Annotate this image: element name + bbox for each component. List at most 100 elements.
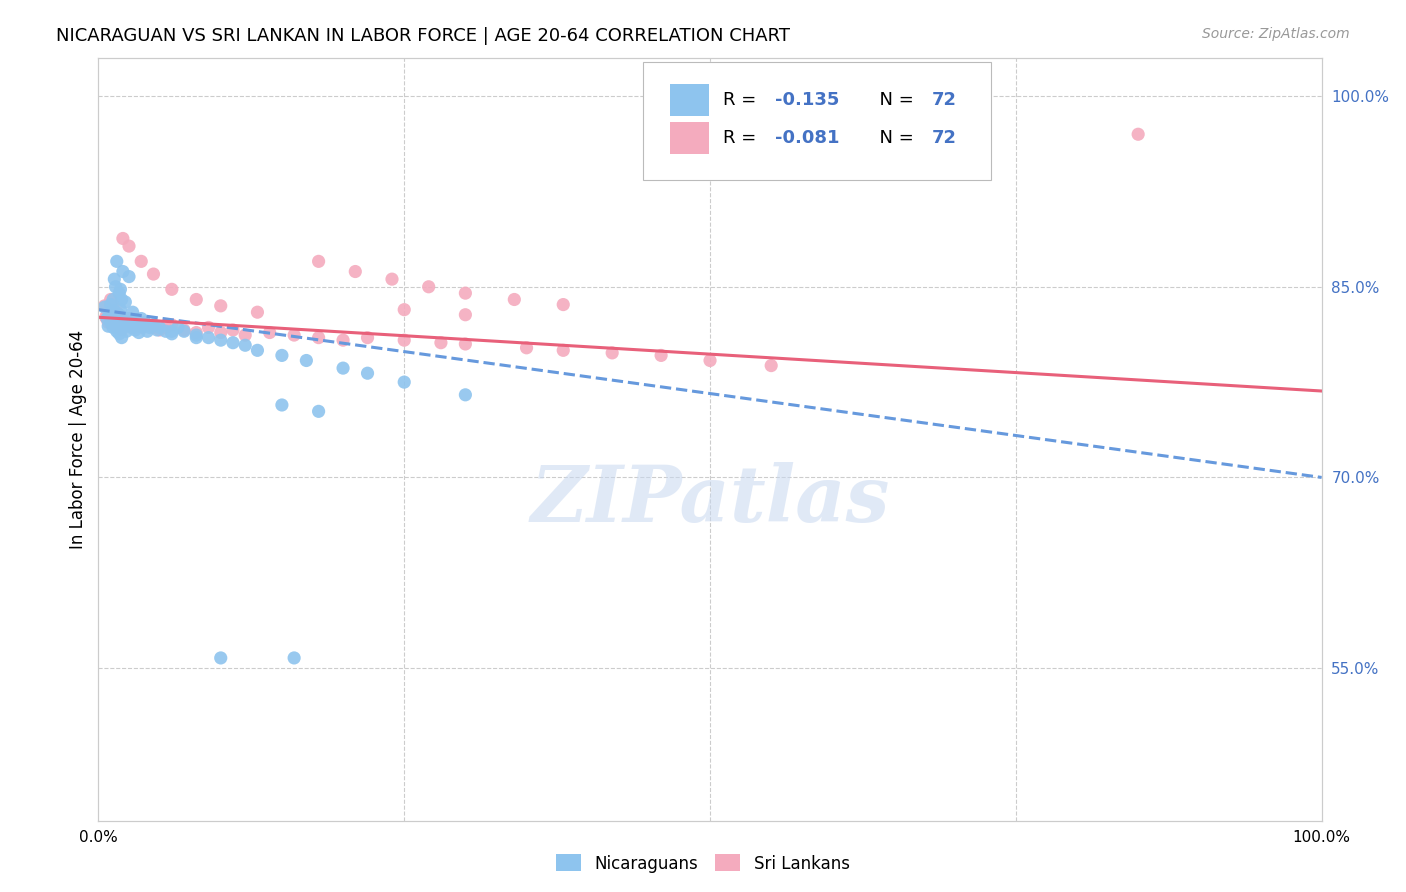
Point <box>186 328 208 343</box>
Point <box>553 343 575 358</box>
Point <box>454 337 477 351</box>
Point <box>100 297 122 311</box>
Point <box>112 314 135 328</box>
Point <box>270 398 294 412</box>
Point <box>111 330 134 344</box>
Point <box>101 293 124 307</box>
Point <box>356 330 378 344</box>
Point <box>103 311 125 326</box>
Point <box>283 651 305 665</box>
Text: ZIPatlas: ZIPatlas <box>530 462 890 539</box>
Point <box>129 319 152 334</box>
Point <box>120 318 142 332</box>
Point <box>503 293 526 307</box>
Point <box>118 315 141 329</box>
Point <box>93 300 115 314</box>
Point <box>246 343 269 358</box>
Point <box>650 348 672 362</box>
Point <box>430 335 453 350</box>
Point <box>127 318 149 332</box>
Bar <box>669 84 709 116</box>
Text: NICARAGUAN VS SRI LANKAN IN LABOR FORCE | AGE 20-64 CORRELATION CHART: NICARAGUAN VS SRI LANKAN IN LABOR FORCE … <box>56 27 790 45</box>
Point <box>136 318 159 332</box>
Point <box>142 267 165 281</box>
Point <box>136 324 159 338</box>
Point <box>110 319 132 334</box>
Point <box>114 318 136 332</box>
Point <box>100 293 122 307</box>
Point <box>118 311 141 326</box>
Point <box>209 333 232 347</box>
Point <box>128 315 150 329</box>
Text: R =: R = <box>724 129 762 147</box>
Point <box>97 315 120 329</box>
Y-axis label: In Labor Force | Age 20-64: In Labor Force | Age 20-64 <box>69 330 87 549</box>
Point <box>139 320 162 334</box>
Point <box>131 320 153 334</box>
Point <box>392 333 416 347</box>
Point <box>344 264 367 278</box>
Point <box>246 305 269 319</box>
Point <box>155 320 177 334</box>
Point <box>454 308 477 322</box>
Point <box>142 320 165 334</box>
Point <box>160 318 183 332</box>
Point <box>128 326 150 340</box>
Point <box>124 323 146 337</box>
Point <box>129 311 152 326</box>
FancyBboxPatch shape <box>643 62 991 180</box>
Point <box>118 239 141 253</box>
Point <box>146 323 169 337</box>
Point <box>134 315 156 329</box>
Point <box>149 323 172 337</box>
Point <box>454 286 477 301</box>
Point <box>699 353 721 368</box>
Point <box>101 302 124 317</box>
Point <box>283 328 305 343</box>
Point <box>197 330 219 344</box>
Point <box>160 326 183 341</box>
Point <box>110 318 132 332</box>
Point <box>295 353 318 368</box>
Point <box>114 295 136 310</box>
Bar <box>669 122 709 154</box>
Point <box>761 359 783 373</box>
Point <box>100 315 122 329</box>
Point <box>108 310 131 325</box>
Point <box>222 335 245 350</box>
Point <box>111 264 134 278</box>
Point <box>105 254 128 268</box>
Point <box>111 231 134 245</box>
Point <box>124 318 146 332</box>
Point <box>186 293 208 307</box>
Point <box>114 313 136 327</box>
Text: Source: ZipAtlas.com: Source: ZipAtlas.com <box>1202 27 1350 41</box>
Point <box>107 315 129 329</box>
Point <box>515 341 537 355</box>
Point <box>173 323 195 337</box>
Point <box>209 299 232 313</box>
Point <box>270 348 294 362</box>
Text: 72: 72 <box>931 91 956 109</box>
Text: N =: N = <box>868 91 920 109</box>
Point <box>114 318 136 332</box>
Point <box>111 293 134 307</box>
Point <box>1128 127 1150 141</box>
Point <box>101 313 124 327</box>
Point <box>186 330 208 344</box>
Point <box>129 254 152 268</box>
Point <box>96 308 118 322</box>
Point <box>149 320 172 334</box>
Point <box>173 324 195 338</box>
Point <box>115 324 138 338</box>
Point <box>233 338 256 352</box>
Point <box>160 282 183 296</box>
Point <box>418 279 440 293</box>
Point <box>332 361 354 376</box>
Point <box>381 272 404 286</box>
Point <box>121 305 143 319</box>
Point <box>197 320 219 334</box>
Point <box>155 324 177 338</box>
Point <box>121 320 143 334</box>
Point <box>110 302 132 317</box>
